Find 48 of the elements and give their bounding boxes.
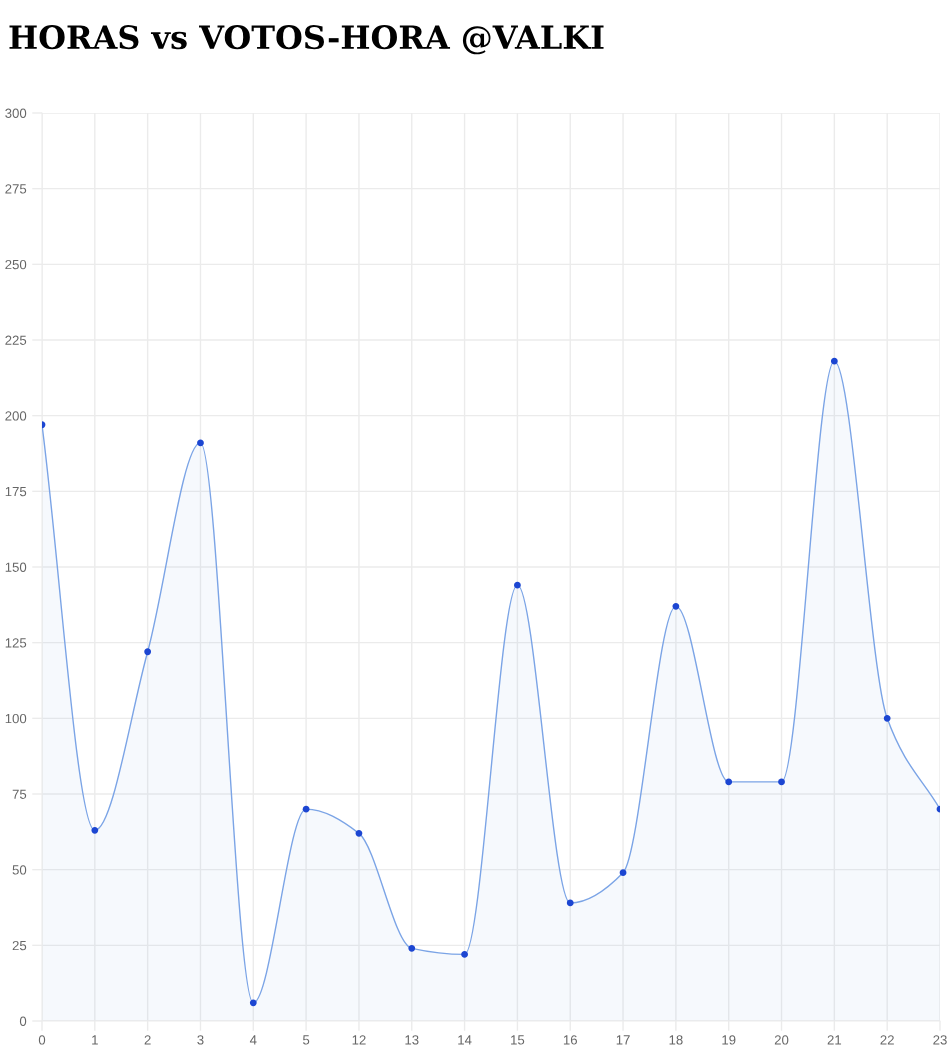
y-tick-label: 50 (12, 865, 27, 875)
x-tick-label: 16 (563, 1035, 577, 1045)
point (355, 829, 363, 837)
x-tick-label: 15 (511, 1035, 525, 1045)
y-tick-label: 200 (5, 411, 27, 421)
chart-title: HORAS vs VOTOS-HORA @VALKI (9, 25, 604, 55)
point (725, 778, 733, 786)
point (514, 581, 521, 589)
y-tick-label: 225 (5, 335, 27, 345)
x-tick-label: 17 (616, 1035, 630, 1045)
x-tick-label: 5 (302, 1035, 310, 1045)
point (302, 805, 310, 813)
point (249, 999, 257, 1007)
x-tick-label: 20 (774, 1035, 789, 1045)
y-tick-label: 25 (12, 940, 27, 951)
y-tick-label: 125 (5, 638, 27, 648)
y-tick-label: 275 (5, 184, 27, 194)
x-tick-label: 19 (722, 1035, 736, 1045)
x-tick-label: 13 (405, 1035, 419, 1045)
point (619, 869, 627, 877)
point (830, 357, 838, 365)
x-tick-label: 21 (827, 1035, 842, 1045)
point (778, 778, 785, 786)
point (91, 826, 99, 834)
x-tick-label: 22 (880, 1035, 894, 1045)
x-tick-label: 2 (144, 1035, 151, 1045)
y-tick-label: 150 (5, 562, 27, 572)
x-tick-label: 4 (249, 1035, 257, 1045)
point (408, 944, 416, 952)
y-tick-label: 75 (12, 789, 27, 799)
x-tick-label: 14 (458, 1035, 472, 1045)
point (461, 951, 468, 958)
point (144, 648, 152, 656)
y-tick-label: 300 (5, 108, 27, 118)
x-tick-label: 18 (669, 1035, 683, 1045)
point (197, 439, 204, 447)
x-tick-label: 23 (933, 1035, 947, 1045)
y-tick-label: 100 (5, 713, 27, 724)
x-tick-label: 0 (38, 1035, 46, 1045)
y-tick-label: 0 (19, 1016, 27, 1026)
x-tick-label: 1 (92, 1035, 98, 1045)
point (566, 899, 574, 907)
x-tick-label: 12 (352, 1035, 366, 1045)
point (883, 714, 891, 722)
y-tick-label: 250 (5, 259, 27, 270)
y-tick-label: 175 (5, 487, 27, 497)
x-tick-label: 3 (197, 1035, 204, 1045)
point (672, 602, 680, 610)
